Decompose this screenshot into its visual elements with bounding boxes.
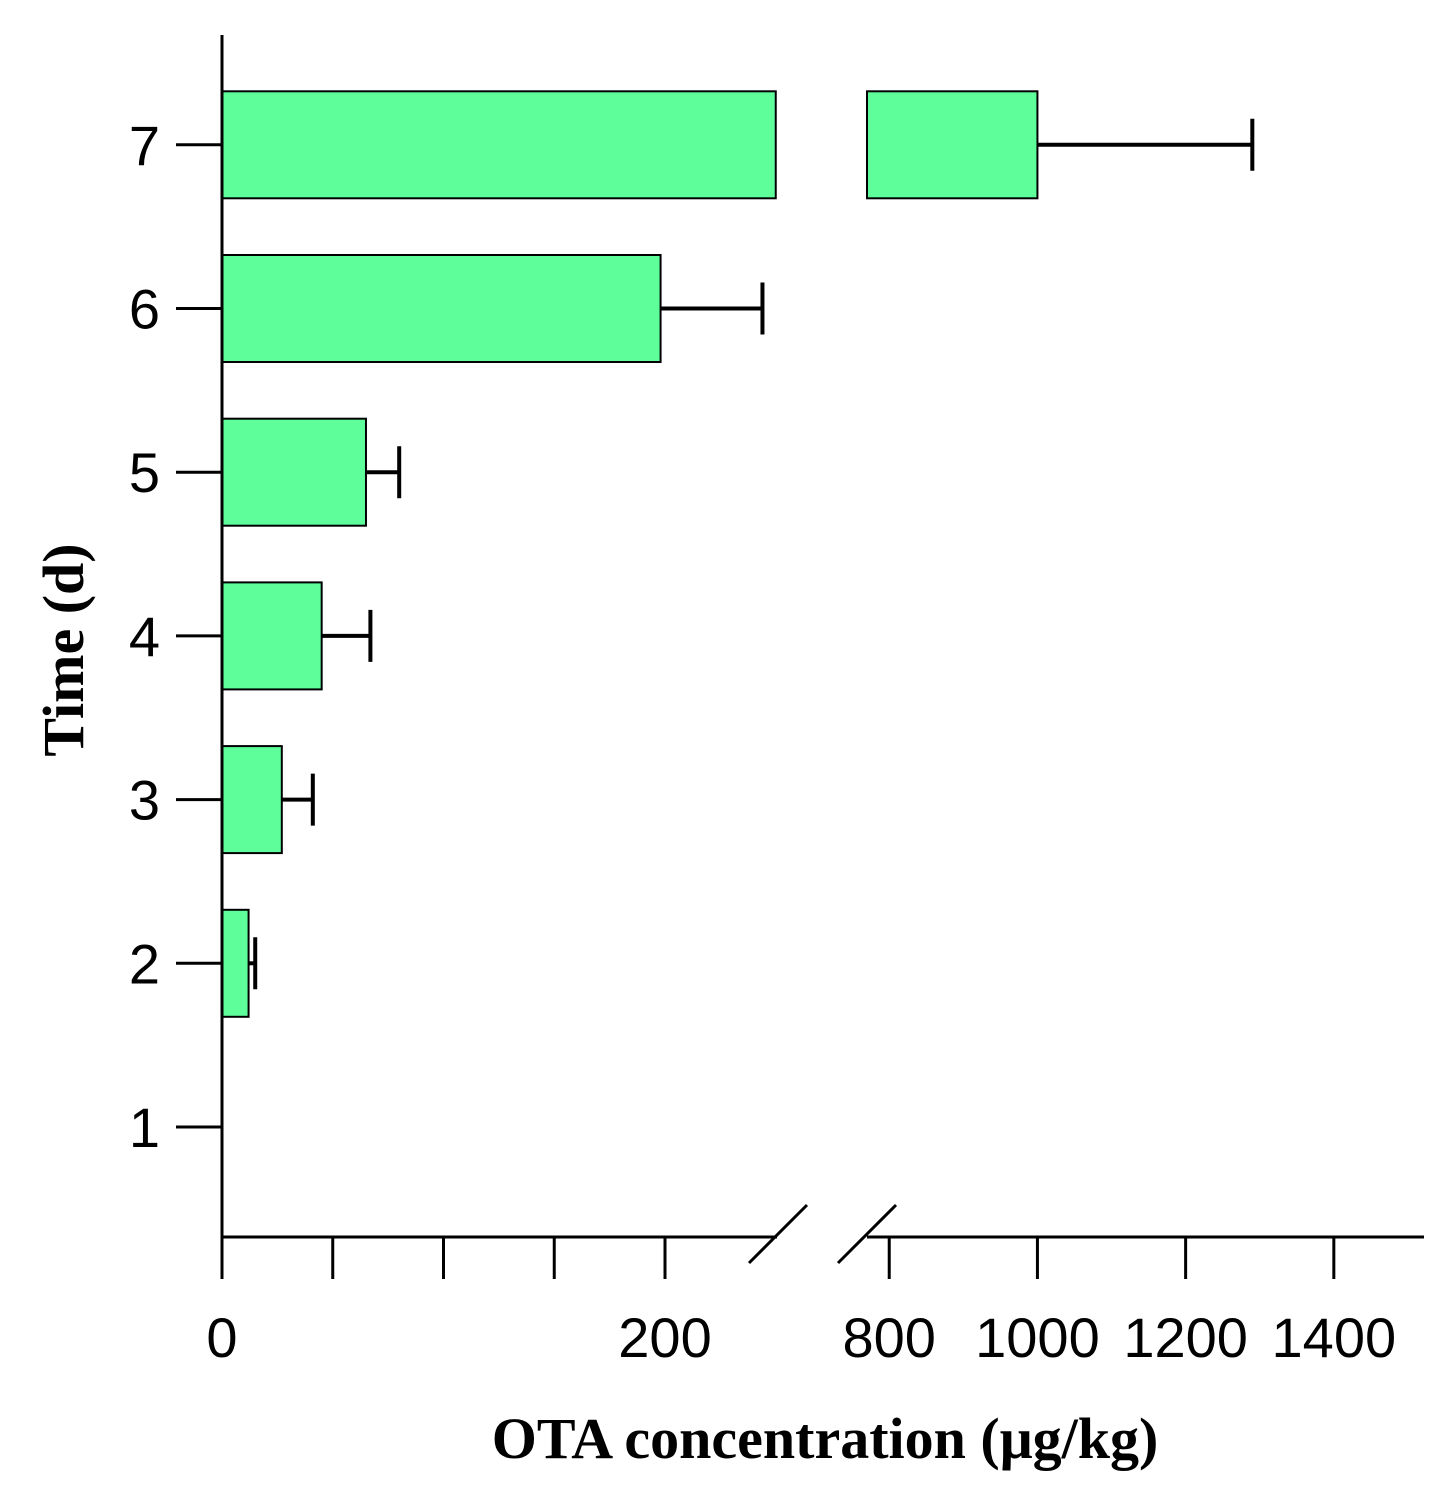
x-axis-title: OTA concentration (μg/kg) — [492, 1406, 1159, 1471]
y-tick-label-5: 5 — [129, 441, 160, 504]
x-tick-label-1200: 1200 — [1123, 1306, 1248, 1369]
x-tick-label-1400: 1400 — [1272, 1306, 1397, 1369]
x-ticks-layer: 0 200 800 1000 1200 1400 — [206, 1237, 1396, 1369]
y-tick-label-4: 4 — [129, 605, 160, 668]
axis-break-mark-right — [836, 1203, 898, 1265]
bar-4 — [221, 581, 323, 691]
bar-2 — [221, 908, 250, 1018]
y-tick-label-3: 3 — [129, 769, 160, 832]
x-tick-label-800: 800 — [843, 1306, 936, 1369]
error-bars-layer — [248, 118, 1255, 990]
bar-7-segment-left — [221, 90, 777, 200]
y-tick-label-2: 2 — [129, 932, 160, 995]
y-tick-label-6: 6 — [129, 278, 160, 341]
axes-layer — [220, 35, 1424, 1265]
bar-3 — [221, 745, 283, 855]
y-ticks-layer: 1 2 3 4 5 6 7 — [129, 114, 222, 1159]
x-tick-label-200: 200 — [618, 1306, 711, 1369]
bar-5 — [221, 417, 367, 527]
bar-6 — [221, 254, 662, 363]
axis-break-mark-left — [747, 1203, 809, 1265]
y-axis-title: Time (d) — [31, 543, 96, 756]
x-tick-label-0: 0 — [206, 1306, 237, 1369]
bars-layer — [221, 90, 1039, 1018]
y-tick-label-1: 1 — [129, 1096, 160, 1159]
y-tick-label-7: 7 — [129, 114, 160, 177]
bar-7-segment-right — [866, 90, 1039, 200]
x-tick-label-1000: 1000 — [975, 1306, 1100, 1369]
